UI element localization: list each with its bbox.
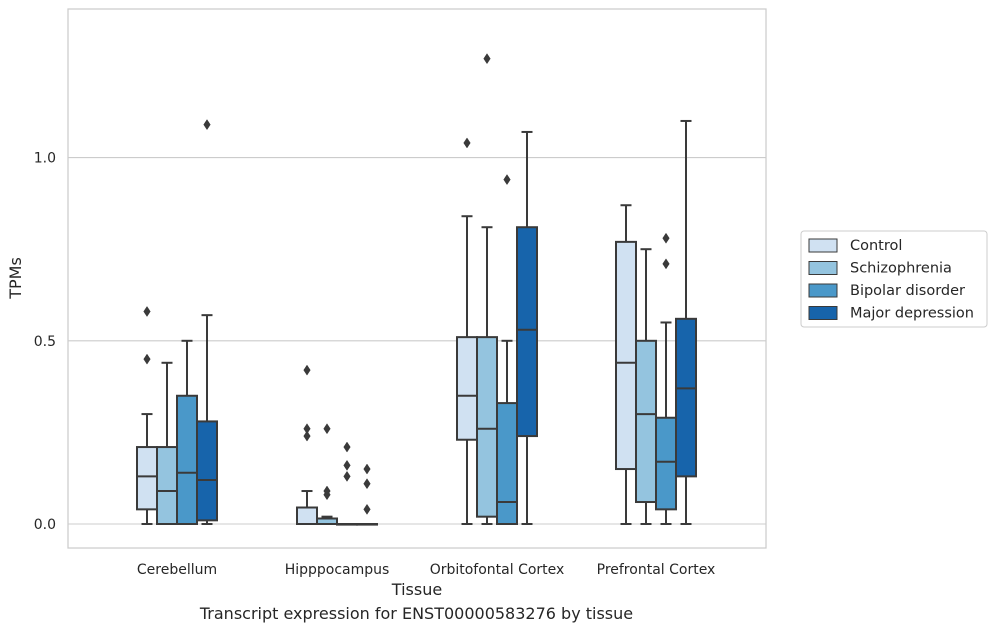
figure-caption: Transcript expression for ENST0000058327…: [199, 604, 634, 623]
x-tick-label: Prefrontal Cortex: [597, 562, 716, 578]
box: [456, 336, 478, 441]
outlier-point: [363, 503, 371, 515]
box-group: [496, 174, 518, 526]
x-tick-labels: Cerebellum Hipppocampus Orbitofontal Corte…: [137, 562, 715, 578]
box: [176, 394, 198, 526]
box-group: [176, 339, 198, 526]
outlier-point: [203, 119, 211, 131]
outlier-point: [303, 364, 311, 376]
y-tick-label: 0.5: [34, 334, 56, 350]
box: [635, 339, 657, 504]
legend-frame: [800, 230, 988, 328]
box: [156, 446, 178, 525]
outlier-point: [303, 430, 311, 442]
legend: Control Schizophrenia Bipolar disorder Majo…: [800, 230, 988, 328]
outlier-point: [463, 137, 471, 149]
outlier-point: [143, 353, 151, 365]
outlier-point: [363, 478, 371, 490]
outlier-point: [343, 459, 351, 471]
outlier-point: [483, 53, 491, 65]
box: [496, 402, 518, 526]
y-tick-label: 0.0: [34, 517, 56, 533]
y-axis-label: TPMs: [6, 257, 25, 300]
legend-swatch: [808, 238, 838, 253]
box-group: [336, 441, 358, 526]
box-group: [516, 130, 538, 525]
outlier-point: [303, 423, 311, 435]
box: [675, 317, 697, 478]
box: [196, 420, 218, 522]
box: [516, 226, 538, 438]
box: [476, 336, 498, 518]
y-tick-label: 1.0: [34, 151, 56, 167]
outlier-point: [343, 470, 351, 482]
legend-swatch: [808, 283, 838, 298]
box-group: [356, 463, 378, 526]
box-group: [196, 119, 218, 525]
box-group: [296, 364, 318, 525]
y-tick-labels: 0.00.51.01.52.02.5: [34, 151, 56, 533]
boxes: [136, 53, 697, 526]
outlier-point: [503, 174, 511, 186]
x-tick-label: Cerebellum: [137, 562, 217, 578]
outlier-point: [323, 485, 331, 497]
box: [615, 240, 637, 471]
outlier-point: [662, 232, 670, 244]
legend-label: Schizophrenia: [850, 261, 952, 277]
box: [296, 506, 318, 525]
legend-swatch: [808, 306, 838, 320]
box: [655, 416, 677, 511]
box-group: [316, 423, 338, 526]
x-tick-label: Hipppocampus: [285, 562, 390, 578]
legend-label: Bipolar disorder: [850, 283, 965, 299]
box: [136, 446, 158, 511]
x-axis-label: Tissue: [391, 580, 442, 599]
outlier-point: [323, 423, 331, 435]
outlier-point: [363, 463, 371, 475]
x-tick-label: Orbitofontal Cortex: [430, 562, 565, 578]
box-group: [456, 137, 478, 525]
legend-label: Control: [850, 238, 902, 254]
outlier-point: [143, 306, 151, 317]
box-group: [675, 119, 697, 525]
outlier-point: [343, 441, 351, 453]
legend-swatch: [808, 261, 838, 275]
outlier-point: [662, 258, 670, 270]
legend-label: Major depression: [850, 306, 974, 322]
